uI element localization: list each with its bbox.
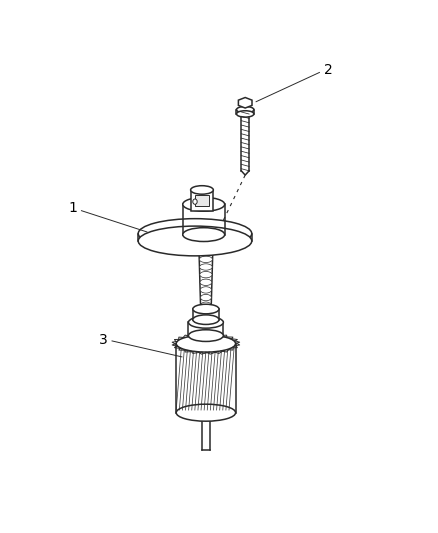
Ellipse shape bbox=[200, 287, 212, 293]
Ellipse shape bbox=[176, 404, 236, 421]
Polygon shape bbox=[199, 248, 213, 309]
Polygon shape bbox=[195, 195, 208, 206]
Ellipse shape bbox=[138, 219, 252, 248]
Polygon shape bbox=[238, 98, 252, 108]
Ellipse shape bbox=[201, 302, 211, 309]
Ellipse shape bbox=[200, 279, 212, 286]
Ellipse shape bbox=[193, 304, 219, 314]
Ellipse shape bbox=[237, 107, 254, 113]
Text: 1: 1 bbox=[68, 201, 77, 215]
Ellipse shape bbox=[193, 315, 219, 325]
Ellipse shape bbox=[188, 317, 223, 328]
Ellipse shape bbox=[188, 330, 223, 342]
Ellipse shape bbox=[201, 294, 212, 301]
Text: 2: 2 bbox=[324, 63, 332, 77]
Ellipse shape bbox=[176, 335, 236, 352]
Ellipse shape bbox=[191, 185, 213, 194]
Ellipse shape bbox=[183, 228, 225, 241]
Circle shape bbox=[193, 199, 197, 204]
Ellipse shape bbox=[199, 256, 212, 263]
Text: 3: 3 bbox=[99, 333, 108, 347]
Ellipse shape bbox=[199, 248, 213, 255]
Ellipse shape bbox=[138, 226, 252, 256]
Ellipse shape bbox=[183, 197, 225, 211]
Ellipse shape bbox=[237, 111, 254, 117]
Ellipse shape bbox=[215, 230, 223, 237]
Polygon shape bbox=[191, 190, 213, 211]
Ellipse shape bbox=[200, 264, 212, 270]
Ellipse shape bbox=[200, 271, 212, 278]
